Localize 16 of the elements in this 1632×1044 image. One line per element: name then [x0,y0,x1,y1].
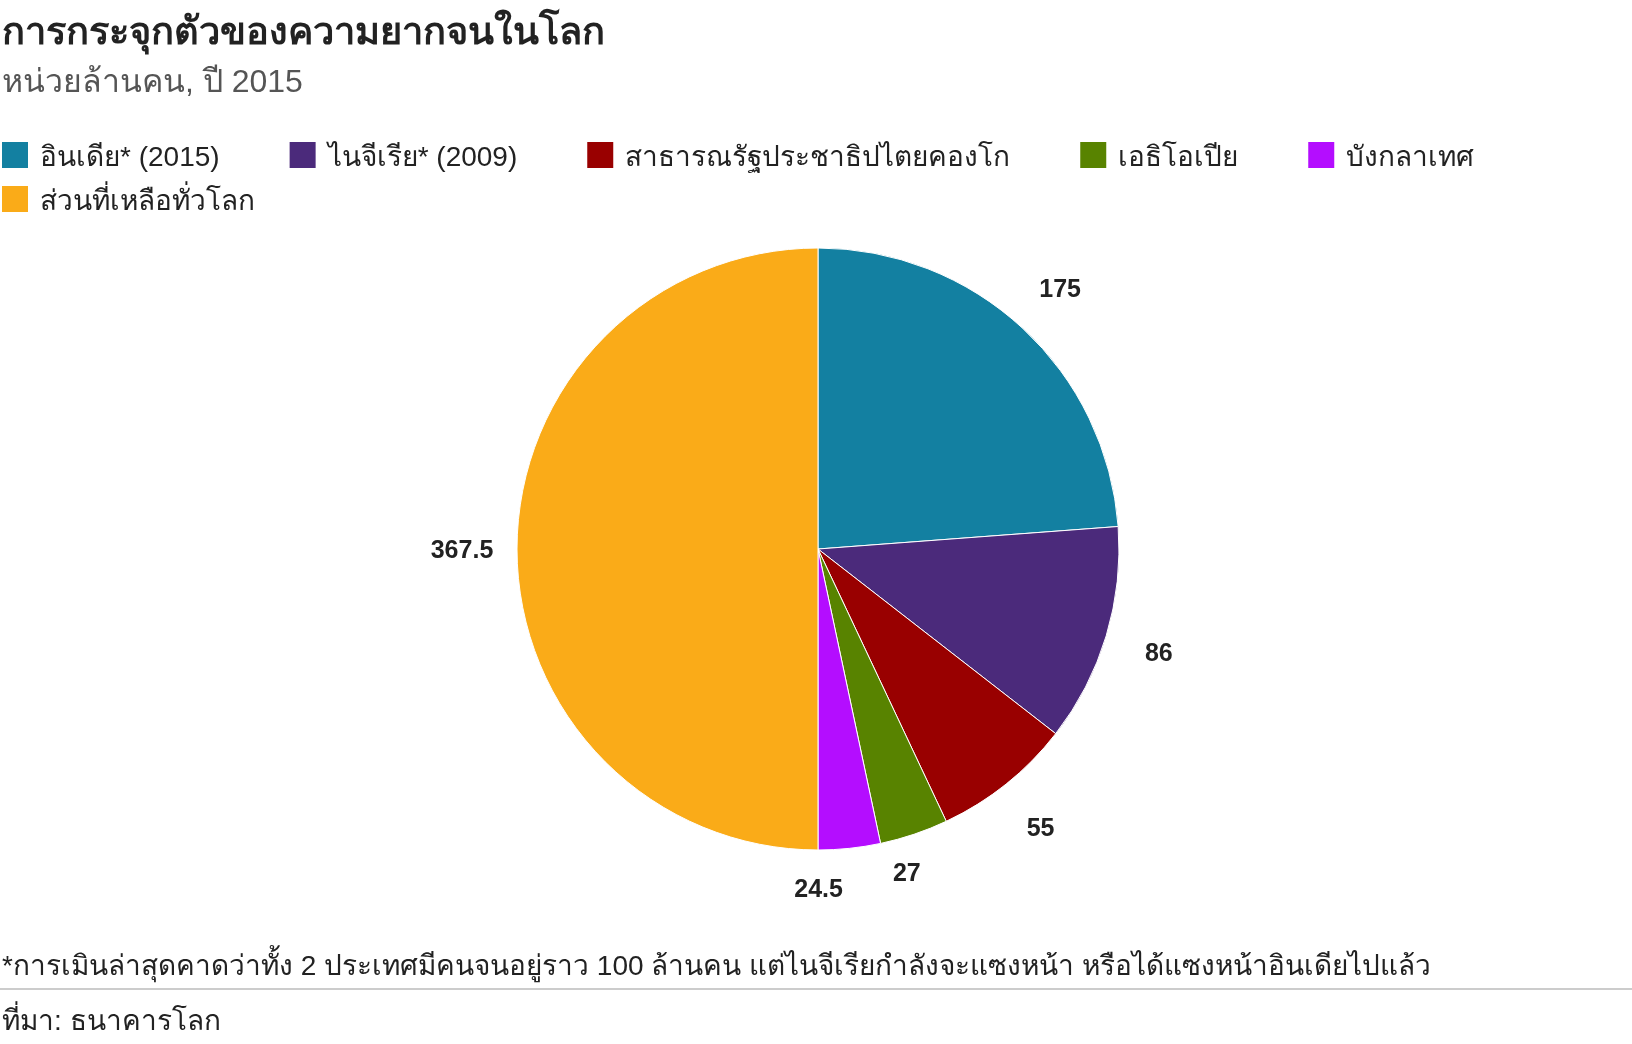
chart-subtitle: หน่วยล้านคน, ปี 2015 [2,63,303,99]
legend-label: บังกลาเทศ [1346,141,1475,172]
text: *การเมินล่าสุดคาดว่าทั้ง 2 ประเทศมีคนจนอยู่ราว 100 ล้านคน แต่ไนจีเรียกำลังจะแซงหน้า หรือได้แซงหน้าอินเดียไปแล้ว [2,945,1431,983]
text: ที่มา: ธนาคารโลก [2,1001,221,1036]
data-label: 86 [1144,637,1173,666]
legend-label: อินเดีย* (2015) [40,141,220,172]
data-label: 367.5 [430,535,494,563]
data-label: 27 [892,858,921,887]
data-label: 55 [1026,812,1055,841]
legend-label: ไนจีเรีย* (2009) [325,141,518,172]
data-label: 24.5 [794,874,844,903]
legend-label: เอธิโอเปีย [1118,140,1239,172]
legend-label: ส่วนที่เหลือทั่วโลก [40,181,255,216]
data-label: 175 [1039,274,1082,303]
chart-title: การกระจุกตัวของความยากจนในโลก [2,8,605,55]
legend-label: สาธารณรัฐประชาธิปไตยคองโก [625,140,1011,173]
